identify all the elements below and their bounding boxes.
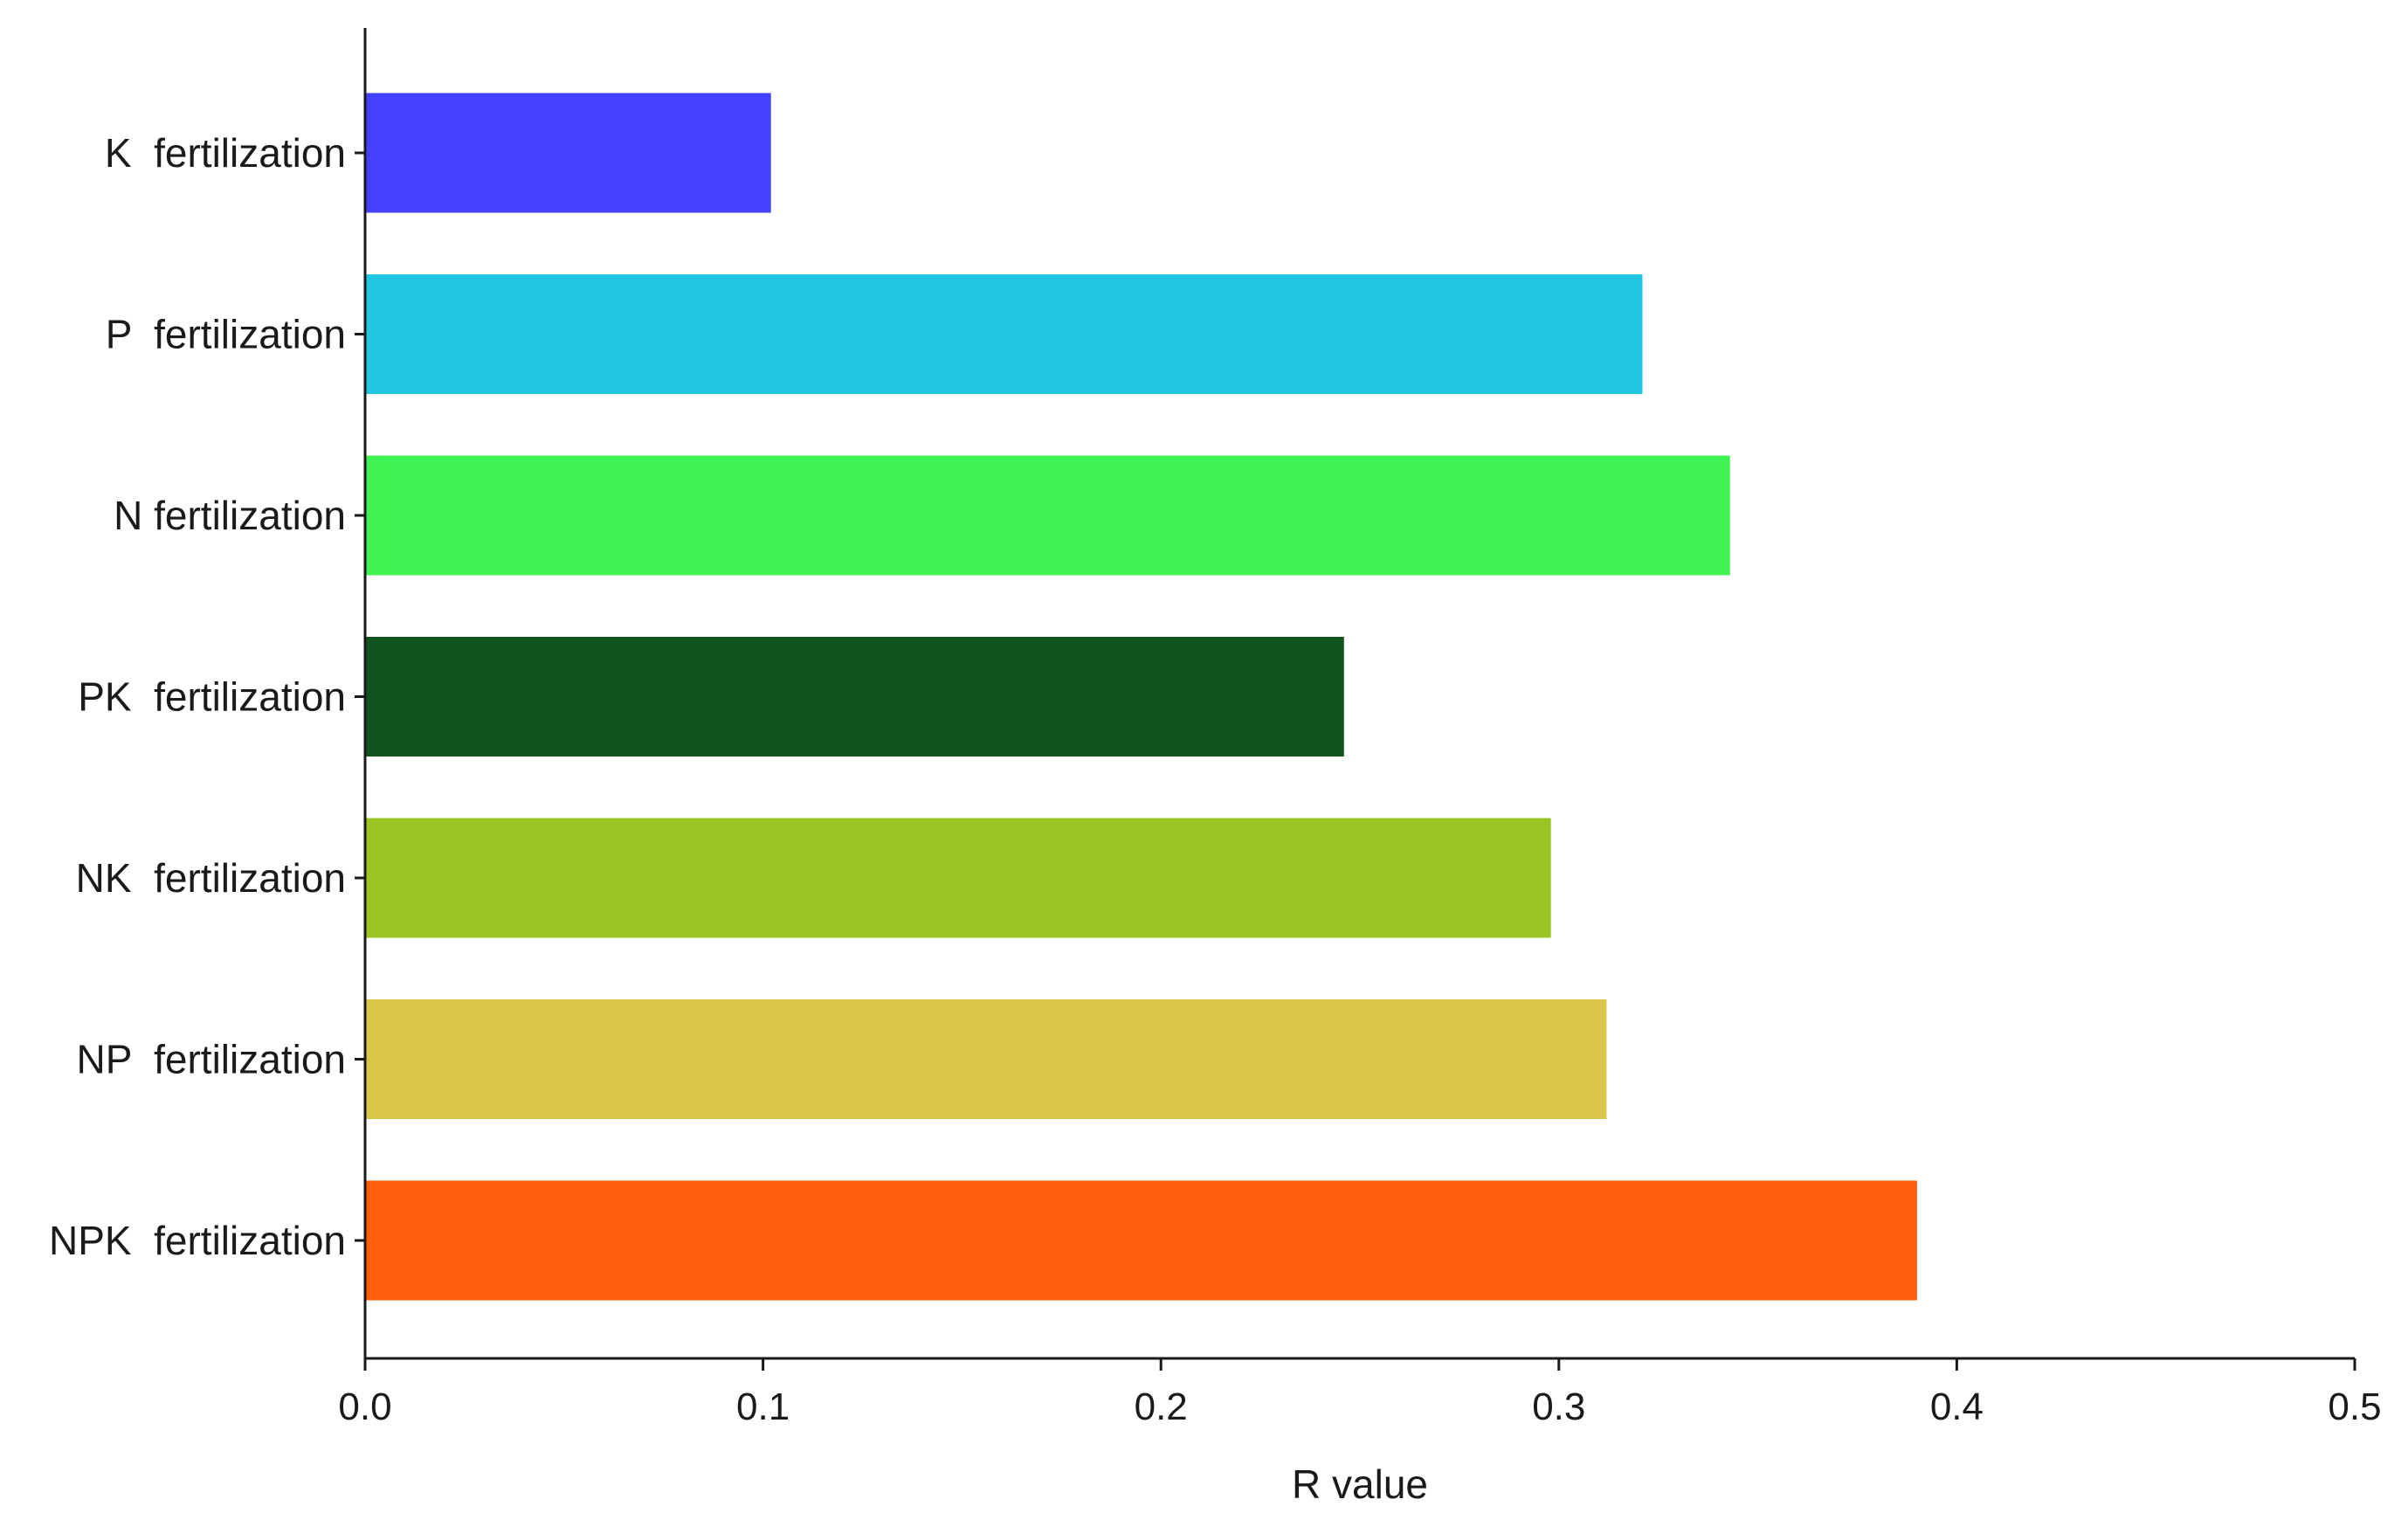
category-label-6: NPK fertilization [49, 1218, 346, 1263]
bar-0 [365, 93, 771, 213]
bar-3 [365, 637, 1344, 757]
x-axis-ticks: 0.0 0.1 0.2 0.3 0.4 0.5 [338, 1358, 2382, 1428]
x-tick-label-0: 0.0 [338, 1385, 391, 1428]
bar-5 [365, 999, 1607, 1119]
y-axis-labels: K fertilization P fertilization N fertiliz… [49, 130, 365, 1263]
category-label-0: K fertilization [105, 130, 346, 176]
x-tick-label-1: 0.1 [736, 1385, 790, 1428]
bar-6 [365, 1180, 1917, 1301]
bar-1 [365, 274, 1643, 394]
bars-layer [365, 93, 1917, 1301]
bar-2 [365, 455, 1730, 576]
category-label-2: N fertilization [114, 493, 346, 538]
x-tick-label-5: 0.5 [2328, 1385, 2381, 1428]
bar-4 [365, 818, 1551, 938]
category-label-3: PK fertilization [78, 674, 346, 720]
x-tick-label-3: 0.3 [1532, 1385, 1585, 1428]
category-label-5: NP fertilization [76, 1037, 346, 1082]
x-tick-label-2: 0.2 [1135, 1385, 1188, 1428]
category-label-1: P fertilization [106, 312, 346, 357]
x-axis-title: R value [1292, 1461, 1428, 1507]
category-label-4: NK fertilization [76, 855, 346, 901]
x-tick-label-4: 0.4 [1930, 1385, 1984, 1428]
